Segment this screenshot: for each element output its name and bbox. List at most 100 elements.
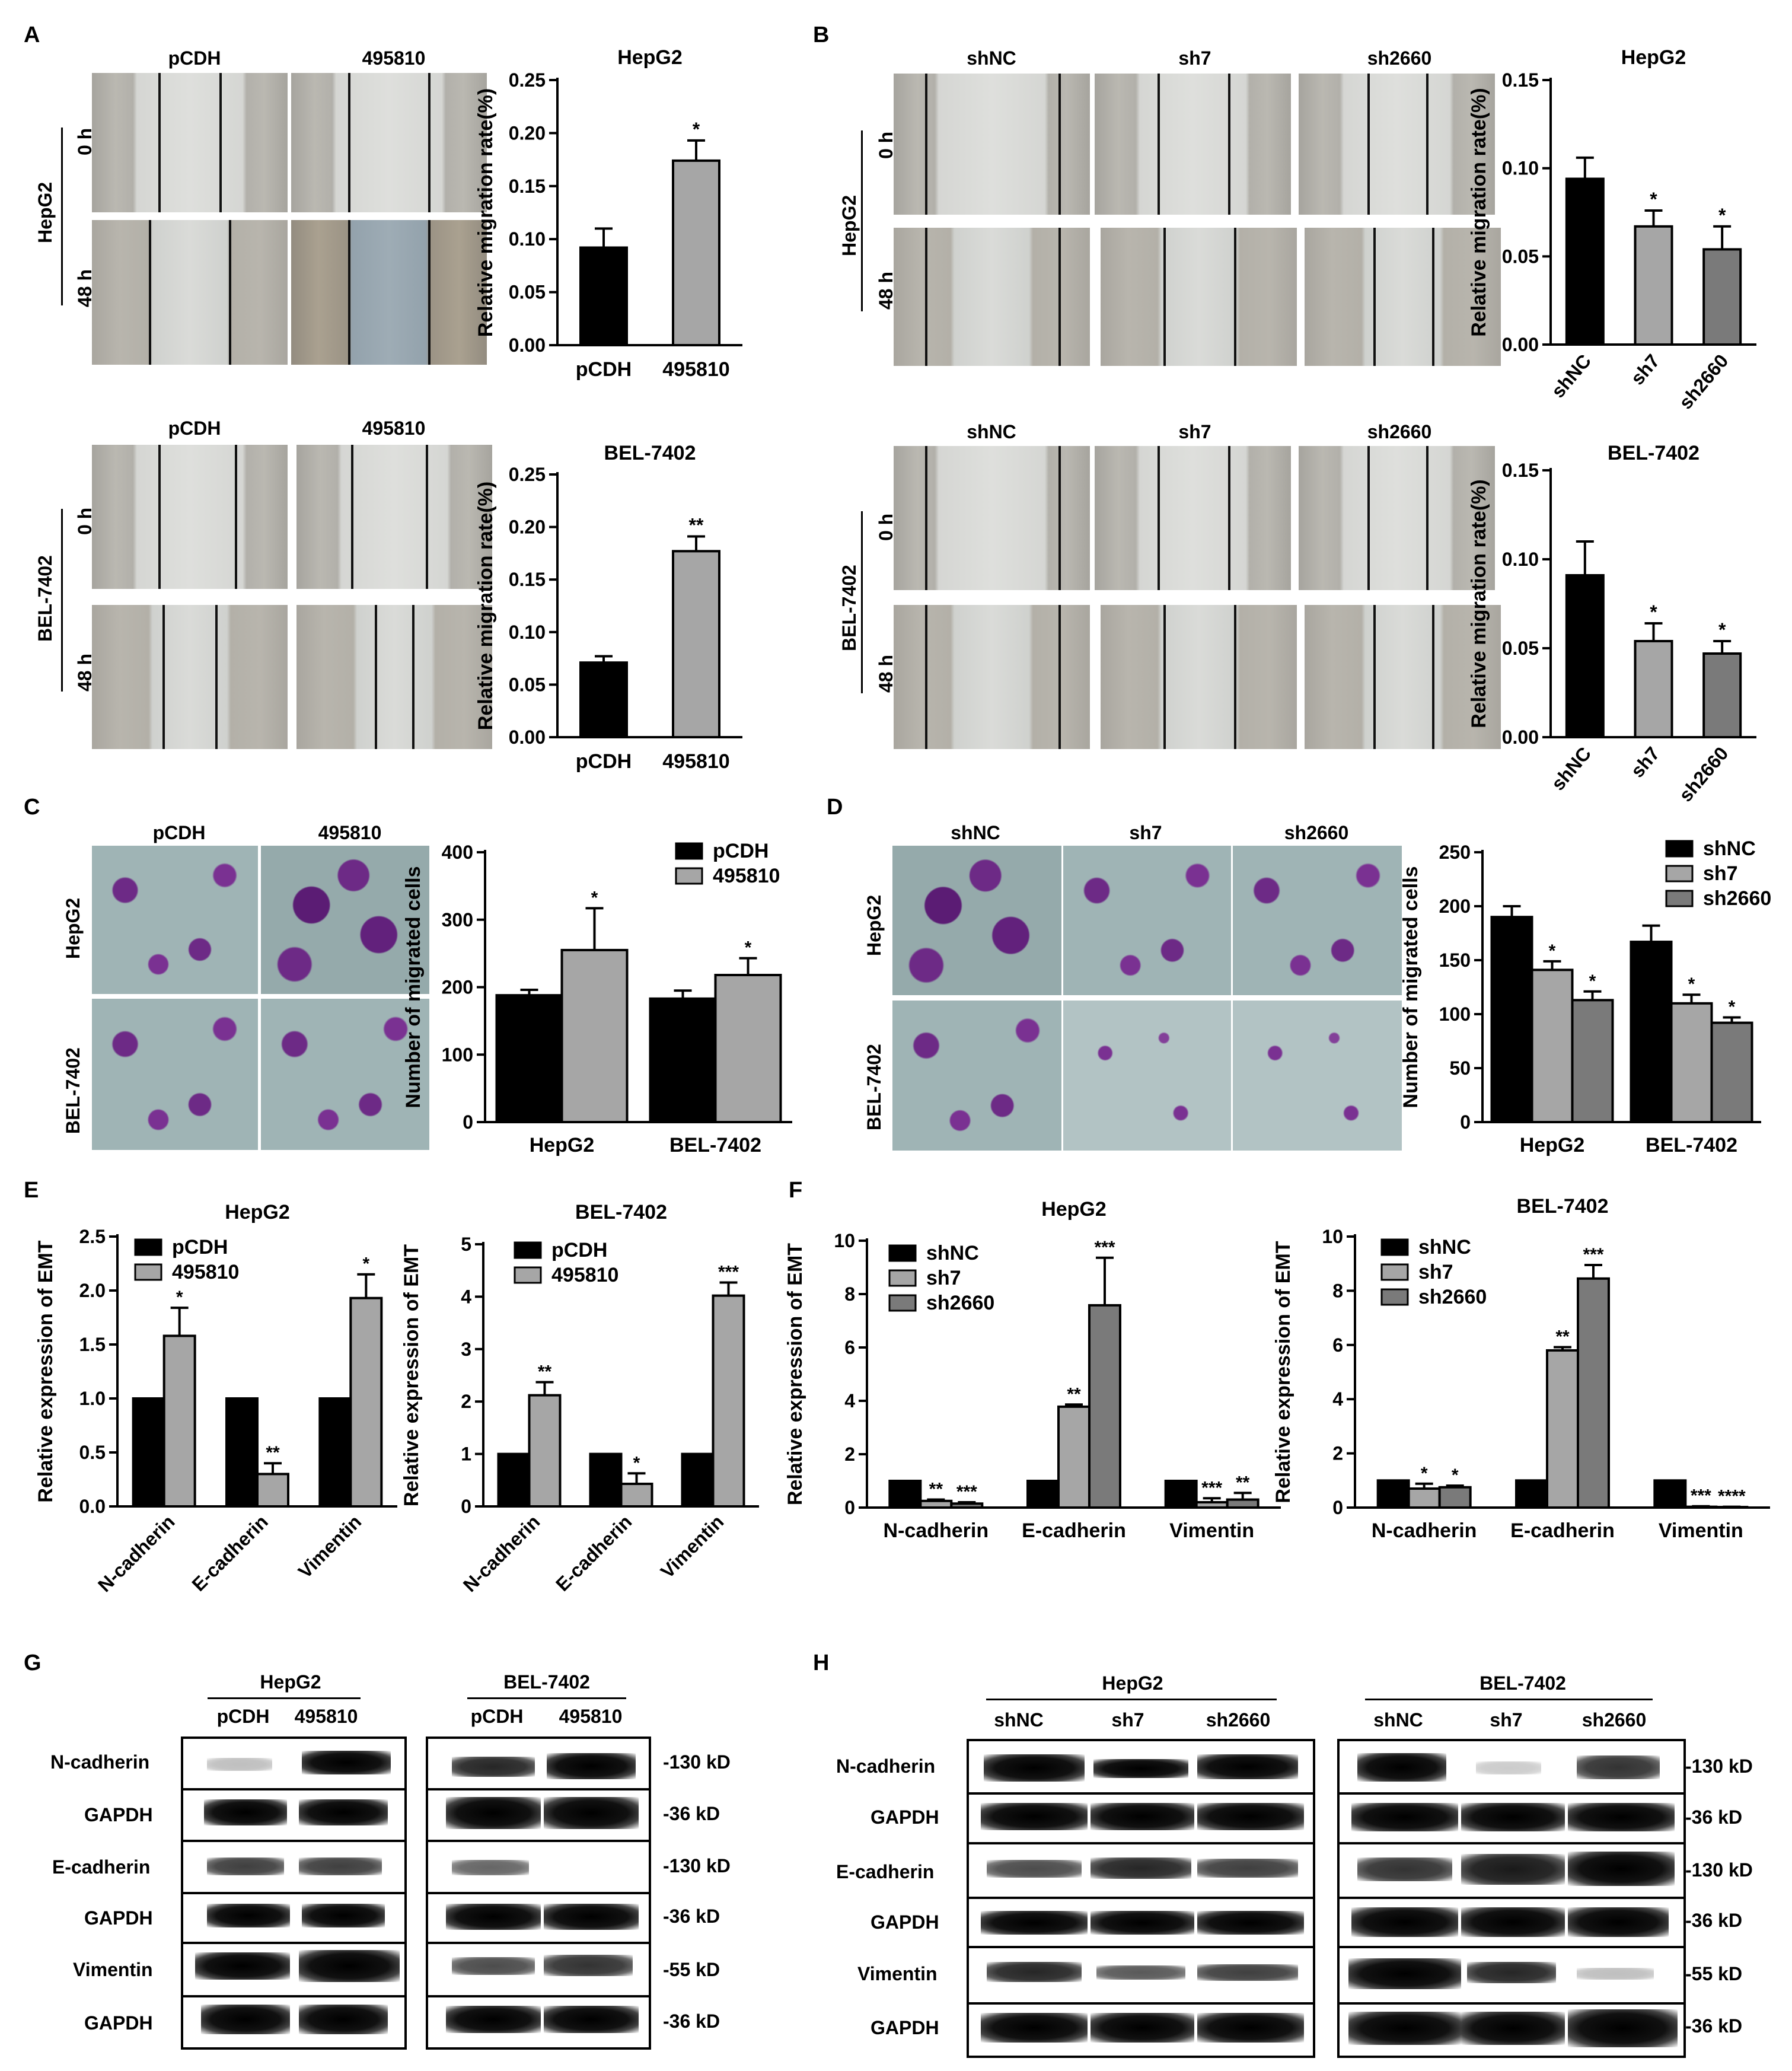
chart-2-category-label: sh2660 (1675, 350, 1732, 413)
chart-7-bar (589, 1452, 623, 1508)
b-hepg2-sh2660-48h-image (1305, 228, 1501, 366)
chart-9-significance: * (1421, 1464, 1428, 1483)
chart-3-y-tick-label: 0.10 (1502, 549, 1539, 570)
chart-3-bar (1634, 640, 1673, 738)
chart-8-legend-label: shNC (926, 1242, 979, 1264)
chart-6-y-tick-label: 1.5 (79, 1334, 106, 1355)
g-gapdh-label-1: GAPDH (84, 1804, 153, 1825)
chart-9-legend-swatch (1380, 1288, 1409, 1306)
chart-5-legend-swatch (1665, 840, 1694, 858)
chart-6-bar (318, 1397, 352, 1508)
chart-6-y-tick-label: 0.0 (79, 1496, 106, 1517)
panel-label-g: G (24, 1651, 42, 1675)
h-kd-130-2: -130 kD (1685, 1859, 1753, 1881)
chart-4-category-label: BEL-7402 (669, 1134, 761, 1156)
c-bel-495810-image (261, 999, 429, 1150)
c-hepg2-pcdh-image (92, 846, 258, 994)
chart-5-significance: * (1549, 941, 1556, 961)
chart-6-significance: ** (266, 1443, 280, 1463)
chart-6-bar (225, 1397, 259, 1508)
chart-7-category-label: E-cadherin (551, 1511, 636, 1595)
chart-9-bar (1438, 1486, 1472, 1509)
chart-7-y-tick-label: 3 (461, 1339, 471, 1360)
c-col-495810: 495810 (318, 822, 382, 843)
g-bel-blot-frame (426, 1737, 651, 2050)
chart-8-y-tick-label: 2 (844, 1444, 855, 1465)
panel-label-h: H (813, 1651, 830, 1675)
g-ncad-label: N-cadherin (50, 1751, 150, 1773)
b-bel-shnc-0h-image (894, 446, 1090, 590)
b-col-sh7-2: sh7 (1178, 421, 1211, 442)
b-hepg2-sh7-48h-image (1101, 228, 1297, 366)
chart-5-legend-label: sh2660 (1703, 887, 1771, 910)
chart-9-category-label: E-cadherin (1510, 1519, 1615, 1542)
chart-5-bar (1490, 916, 1533, 1123)
chart-9-y-tick-label: 6 (1332, 1334, 1343, 1356)
h-kd-130-1: -130 kD (1685, 1755, 1753, 1777)
h-bel-header-line (1365, 1699, 1653, 1700)
chart-7-y-tick-label: 1 (461, 1444, 471, 1465)
b-bel-row-bar (861, 511, 863, 693)
d-bel-shnc-image (892, 1001, 1061, 1151)
chart-8-bar (1026, 1480, 1060, 1509)
chart-2-bar (1565, 177, 1605, 346)
chart-8-bar (1164, 1480, 1198, 1509)
chart-4-category-label: HepG2 (530, 1134, 595, 1156)
chart-1-y-tick-label: 0.10 (509, 622, 546, 643)
chart-3-y-tick-label: 0.05 (1502, 638, 1539, 659)
chart-1-category-label: 495810 (662, 750, 729, 773)
chart-8-y-tick-label: 0 (844, 1497, 855, 1518)
chart-4-y-tick-label: 400 (442, 842, 473, 863)
chart-1-title: BEL-7402 (604, 442, 696, 464)
a-hepg2-row-bar (61, 128, 63, 305)
chart-6-bar (132, 1397, 165, 1508)
g-hepg2-header-line (208, 1697, 361, 1699)
chart-1-y-tick-label: 0.00 (509, 727, 546, 748)
chart-7-legend-label: 495810 (551, 1264, 618, 1286)
chart-7-bar (681, 1452, 715, 1508)
chart-0-y-tick-label: 0.05 (509, 282, 546, 303)
h-ecad-label: E-cadherin (836, 1861, 935, 1882)
chart-8-bar (950, 1502, 984, 1509)
chart-8-bar (1088, 1304, 1121, 1509)
chart-9-y-tick-label: 8 (1332, 1280, 1343, 1301)
chart-2-y-tick-label: 0.10 (1502, 158, 1539, 179)
chart-7-significance: ** (538, 1362, 552, 1381)
chart-3-category-label: sh2660 (1675, 743, 1732, 805)
chart-3-significance: * (1718, 619, 1726, 641)
a-col-495810-2: 495810 (362, 418, 426, 439)
chart-4-bar (495, 994, 563, 1124)
d-col-shnc: shNC (951, 822, 1000, 843)
chart-5-bar (1710, 1021, 1753, 1124)
chart-9-significance: **** (1718, 1487, 1746, 1506)
h-kd-36-1: -36 kD (1685, 1806, 1743, 1828)
g-kd-36-1: -36 kD (663, 1803, 720, 1824)
chart-6-y-tick-label: 0.5 (79, 1442, 106, 1463)
chart-6-legend-label: pCDH (172, 1236, 228, 1258)
chart-8-significance: *** (1094, 1238, 1115, 1257)
a-hepg2-pcdh-48h-image (92, 220, 288, 365)
h-vim-label: Vimentin (857, 1963, 938, 1984)
chart-6-category-label: Vimentin (294, 1511, 366, 1582)
chart-2-y-tick-label: 0.00 (1502, 334, 1539, 355)
a-bel-pcdh-48h-image (92, 605, 288, 749)
chart-4-legend-label: 495810 (713, 865, 780, 887)
g-hepg2-blot-frame (181, 1737, 407, 2050)
chart-4-bar (714, 974, 782, 1124)
h-bel-blot-frame (1337, 1739, 1686, 2058)
chart-9-legend-swatch (1380, 1263, 1409, 1281)
chart-2-y-axis-label: Relative migration rate(%) (1468, 88, 1490, 336)
chart-5-legend-label: sh7 (1703, 862, 1738, 885)
chart-0-significance: * (693, 119, 700, 140)
chart-4-y-tick-label: 200 (442, 977, 473, 998)
chart-9-significance: ** (1555, 1327, 1570, 1346)
h-bel-header: BEL-7402 (1479, 1672, 1566, 1694)
chart-1-significance: ** (689, 515, 704, 536)
b-col-shnc-2: shNC (967, 421, 1016, 442)
chart-3-significance: * (1650, 601, 1657, 623)
chart-4-y-tick-label: 300 (442, 909, 473, 931)
a-col-pcdh-2: pCDH (168, 418, 221, 439)
chart-1-y-tick-label: 0.15 (509, 569, 546, 590)
